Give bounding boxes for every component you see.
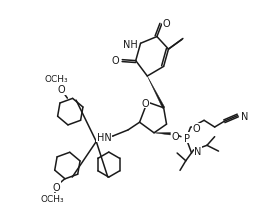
Text: O: O [163,19,170,29]
Text: O: O [112,55,119,65]
Text: O: O [192,123,200,133]
Text: N: N [241,112,248,122]
Text: O: O [142,99,149,108]
Text: O: O [171,131,179,141]
Text: HN: HN [97,132,112,142]
Polygon shape [147,77,165,109]
Text: O: O [58,85,66,95]
Text: NH: NH [123,40,138,50]
Text: N: N [195,146,202,156]
Polygon shape [154,133,171,135]
Text: OCH₃: OCH₃ [40,194,64,202]
Text: OCH₃: OCH₃ [44,75,68,84]
Text: P: P [184,133,190,143]
Text: O: O [53,182,61,192]
